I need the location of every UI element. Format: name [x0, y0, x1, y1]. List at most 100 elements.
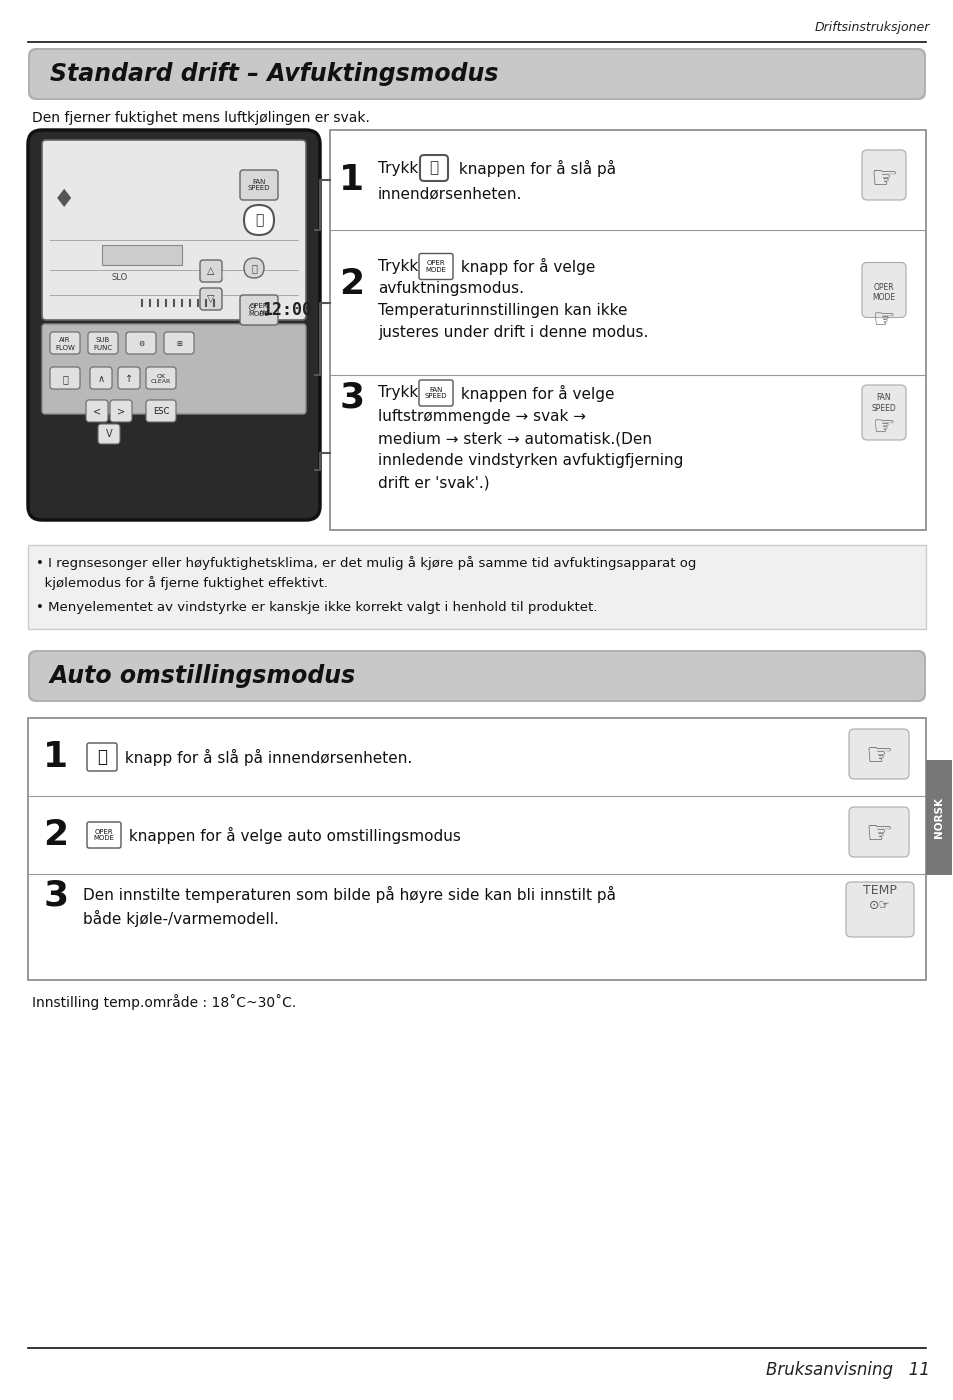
- Text: justeres under drift i denne modus.: justeres under drift i denne modus.: [377, 325, 648, 340]
- Text: V: V: [106, 428, 112, 440]
- FancyBboxPatch shape: [164, 332, 193, 354]
- FancyBboxPatch shape: [87, 822, 121, 848]
- Text: Trykk: Trykk: [377, 259, 423, 274]
- Text: FAN
SPEED: FAN SPEED: [248, 178, 270, 192]
- Text: ⏻: ⏻: [251, 263, 256, 273]
- FancyBboxPatch shape: [88, 332, 118, 354]
- FancyBboxPatch shape: [418, 253, 453, 280]
- FancyBboxPatch shape: [126, 332, 156, 354]
- Text: NORSK: NORSK: [933, 797, 943, 839]
- FancyBboxPatch shape: [848, 729, 908, 778]
- Text: 1: 1: [339, 162, 364, 197]
- Text: knappen for å velge auto omstillingsmodus: knappen for å velge auto omstillingsmodu…: [124, 826, 460, 844]
- Text: SLO: SLO: [112, 273, 128, 281]
- Text: ⏰: ⏰: [62, 374, 68, 384]
- Text: luftstrømmengde → svak →: luftstrømmengde → svak →: [377, 409, 585, 424]
- FancyBboxPatch shape: [86, 400, 108, 421]
- FancyBboxPatch shape: [862, 263, 905, 318]
- Text: OPER
MODE: OPER MODE: [248, 304, 269, 316]
- Text: ⏻: ⏻: [97, 748, 107, 766]
- Text: Trykk: Trykk: [377, 385, 423, 400]
- FancyBboxPatch shape: [30, 50, 923, 98]
- Text: 2: 2: [339, 267, 364, 301]
- Text: knapp for å slå på innendørsenheten.: knapp for å slå på innendørsenheten.: [120, 749, 412, 766]
- Text: drift er 'svak'.): drift er 'svak'.): [377, 476, 489, 490]
- Text: △: △: [207, 266, 214, 276]
- Text: Den innstilte temperaturen som bilde på høyre side kan bli innstilt på: Den innstilte temperaturen som bilde på …: [83, 885, 616, 903]
- FancyBboxPatch shape: [28, 130, 319, 519]
- Text: Driftsinstruksjoner: Driftsinstruksjoner: [814, 21, 929, 35]
- FancyBboxPatch shape: [418, 379, 453, 406]
- Text: Temperaturinnstillingen kan ikke: Temperaturinnstillingen kan ikke: [377, 302, 627, 318]
- Text: ⚙: ⚙: [138, 342, 144, 347]
- Text: AM: AM: [258, 309, 269, 316]
- Text: ☞: ☞: [864, 820, 892, 850]
- Text: Auto omstillingsmodus: Auto omstillingsmodus: [50, 664, 355, 687]
- Text: knappen for å slå på: knappen for å slå på: [454, 160, 616, 176]
- Text: Bruksanvisning   11: Bruksanvisning 11: [765, 1361, 929, 1379]
- Text: OK
CLEAR: OK CLEAR: [151, 374, 171, 385]
- FancyBboxPatch shape: [50, 332, 80, 354]
- Text: ☞: ☞: [869, 165, 897, 195]
- Text: ↑: ↑: [125, 374, 132, 384]
- Text: 2: 2: [44, 818, 69, 853]
- Text: knapp for å velge: knapp for å velge: [456, 258, 595, 274]
- FancyBboxPatch shape: [42, 323, 306, 414]
- Text: FAN
SPEED: FAN SPEED: [424, 386, 447, 399]
- Text: 12:00: 12:00: [263, 301, 313, 319]
- Bar: [28, 718, 925, 980]
- FancyBboxPatch shape: [98, 424, 120, 444]
- FancyBboxPatch shape: [244, 258, 264, 279]
- Text: AIR
FLOW: AIR FLOW: [55, 337, 75, 350]
- Text: Innstilling temp.område : 18˚C~30˚C.: Innstilling temp.område : 18˚C~30˚C.: [32, 994, 296, 1009]
- FancyBboxPatch shape: [419, 155, 448, 181]
- FancyBboxPatch shape: [118, 367, 140, 389]
- FancyBboxPatch shape: [848, 806, 908, 857]
- Text: Standard drift – Avfuktingsmodus: Standard drift – Avfuktingsmodus: [50, 62, 498, 85]
- Text: FAN
SPEED: FAN SPEED: [871, 393, 896, 413]
- Text: OPER
MODE: OPER MODE: [93, 829, 114, 841]
- Text: ESC: ESC: [152, 407, 169, 417]
- FancyBboxPatch shape: [146, 400, 175, 421]
- Text: innledende vindstyrken avfuktigfjerning: innledende vindstyrken avfuktigfjerning: [377, 454, 682, 469]
- Text: 3: 3: [44, 879, 69, 913]
- FancyBboxPatch shape: [200, 260, 222, 281]
- Text: TEMP: TEMP: [203, 270, 227, 280]
- FancyBboxPatch shape: [200, 288, 222, 309]
- Text: ▽: ▽: [207, 294, 214, 304]
- Text: ♦: ♦: [52, 188, 75, 211]
- Text: TEMP
⊙☞: TEMP ⊙☞: [862, 883, 896, 911]
- FancyBboxPatch shape: [845, 882, 913, 937]
- Text: 1: 1: [44, 741, 69, 774]
- FancyBboxPatch shape: [240, 295, 277, 325]
- Text: Den fjerner fuktighet mens luftkjølingen er svak.: Den fjerner fuktighet mens luftkjølingen…: [32, 111, 370, 125]
- FancyBboxPatch shape: [244, 204, 274, 235]
- Text: innendørsenheten.: innendørsenheten.: [377, 186, 522, 202]
- Bar: [28, 545, 925, 629]
- Bar: [330, 130, 925, 531]
- FancyBboxPatch shape: [110, 400, 132, 421]
- Text: ⊞: ⊞: [176, 342, 182, 347]
- Text: kjølemodus for å fjerne fuktighet effektivt.: kjølemodus for å fjerne fuktighet effekt…: [36, 575, 328, 589]
- Text: avfuktningsmodus.: avfuktningsmodus.: [377, 281, 523, 295]
- Text: 3: 3: [339, 379, 364, 414]
- FancyBboxPatch shape: [90, 367, 112, 389]
- Text: OPER
MODE: OPER MODE: [425, 260, 446, 273]
- Text: SUB
FUNC: SUB FUNC: [93, 337, 112, 350]
- Bar: [102, 245, 182, 265]
- Bar: [925, 760, 951, 875]
- FancyBboxPatch shape: [146, 367, 175, 389]
- Text: ☞: ☞: [872, 308, 894, 333]
- FancyBboxPatch shape: [28, 650, 925, 701]
- Text: ☞: ☞: [864, 742, 892, 771]
- Text: ∧: ∧: [97, 374, 105, 384]
- Text: <: <: [92, 407, 101, 417]
- FancyBboxPatch shape: [42, 140, 306, 321]
- FancyBboxPatch shape: [30, 652, 923, 700]
- Text: OPER
MODE: OPER MODE: [872, 283, 895, 302]
- Text: ⊙: ⊙: [247, 302, 254, 314]
- Text: ⏻: ⏻: [429, 161, 438, 175]
- Text: • I regnsesonger eller høyfuktighetsklima, er det mulig å kjøre på samme tid avf: • I regnsesonger eller høyfuktighetsklim…: [36, 556, 696, 570]
- Text: • Menyelementet av vindstyrke er kanskje ikke korrekt valgt i henhold til produk: • Menyelementet av vindstyrke er kanskje…: [36, 601, 597, 613]
- Text: knappen for å velge: knappen for å velge: [456, 385, 614, 402]
